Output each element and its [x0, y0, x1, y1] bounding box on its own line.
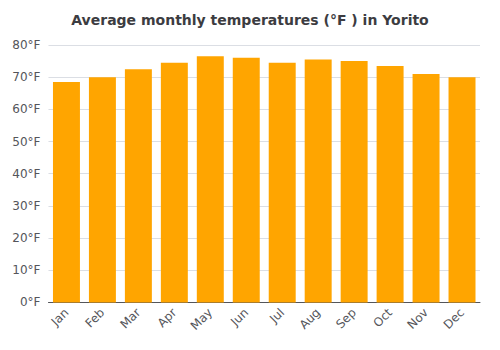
- svg-text:Sep: Sep: [333, 306, 359, 332]
- svg-text:May: May: [188, 306, 215, 333]
- svg-text:Average monthly temperatures (: Average monthly temperatures (°F ) in Yo…: [71, 12, 429, 28]
- svg-text:30°F: 30°F: [12, 199, 40, 213]
- svg-text:80°F: 80°F: [12, 38, 40, 52]
- svg-text:50°F: 50°F: [12, 135, 40, 149]
- svg-text:0°F: 0°F: [20, 295, 41, 309]
- svg-text:Aug: Aug: [297, 306, 323, 332]
- svg-text:20°F: 20°F: [12, 231, 40, 245]
- svg-text:10°F: 10°F: [12, 263, 40, 277]
- svg-text:60°F: 60°F: [12, 102, 40, 116]
- svg-text:Dec: Dec: [441, 306, 467, 332]
- svg-text:70°F: 70°F: [12, 70, 40, 84]
- svg-text:Oct: Oct: [370, 305, 395, 330]
- svg-text:Feb: Feb: [82, 306, 107, 331]
- svg-text:Apr: Apr: [155, 305, 180, 330]
- svg-text:Mar: Mar: [117, 305, 143, 331]
- svg-text:Jul: Jul: [266, 306, 287, 327]
- svg-text:Jun: Jun: [227, 306, 251, 330]
- svg-text:40°F: 40°F: [12, 167, 40, 181]
- svg-text:Nov: Nov: [405, 306, 431, 332]
- svg-text:Jan: Jan: [48, 306, 72, 330]
